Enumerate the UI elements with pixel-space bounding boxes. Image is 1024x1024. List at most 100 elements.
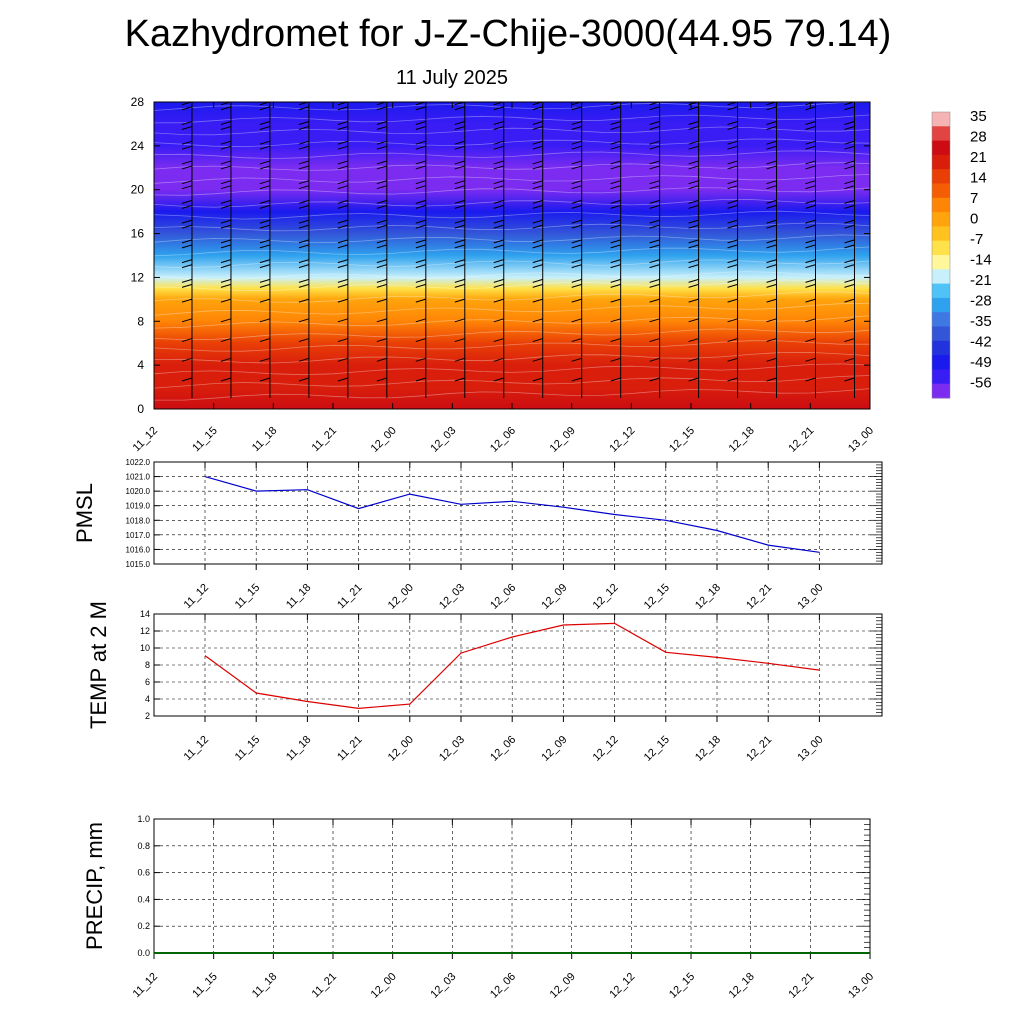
wind-barb-flag: [844, 180, 855, 185]
x-tick-label: 12_00: [386, 734, 416, 764]
x-tick-label: 11_18: [250, 971, 280, 1001]
x-tick-label: 12_21: [744, 734, 774, 764]
wind-barb-flag: [766, 338, 777, 343]
wind-barb-flag: [844, 82, 854, 85]
colorbar-cell: [932, 326, 950, 342]
wind-barb-flag: [415, 204, 426, 209]
wind-barb-flag: [181, 259, 193, 264]
wind-barb-flag: [571, 239, 582, 244]
wind-barb-flag: [298, 106, 310, 111]
isotherm-line: [154, 328, 870, 341]
wind-barb-flag: [454, 357, 465, 362]
wind-barb-flag: [454, 204, 465, 209]
isotherm-line: [154, 187, 870, 196]
wind-barb-flag: [259, 120, 271, 125]
wind-barb-flag: [805, 278, 816, 283]
wind-barb-flag: [337, 125, 349, 130]
wind-barb-flag: [532, 204, 543, 209]
wind-barb-flag: [415, 377, 426, 382]
y-tick-label: 4: [145, 694, 150, 704]
wind-barb-flag: [649, 140, 660, 145]
wind-barb-flag: [571, 199, 582, 204]
wind-barb-flag: [220, 338, 232, 343]
wind-barb-flag: [532, 106, 543, 111]
wind-barb-flag: [844, 219, 855, 224]
wind-barb-flag: [181, 298, 193, 303]
wind-barb-flag: [610, 278, 621, 283]
colorbar-cell: [932, 283, 950, 299]
wind-barb-flag: [376, 219, 387, 224]
wind-barb-flag: [260, 82, 270, 85]
wind-barb-flag: [649, 185, 660, 190]
wind-barb-flag: [220, 145, 232, 150]
wind-barb-flag: [376, 106, 387, 111]
wind-barb-flag: [337, 145, 349, 150]
x-tick-label: 12_18: [693, 582, 723, 612]
wind-barb-flag: [571, 106, 582, 111]
wind-barb-flag: [220, 377, 232, 382]
x-tick-label: 12_03: [428, 425, 458, 455]
wind-barb-flag: [493, 125, 504, 130]
isotherm-line: [154, 150, 870, 160]
wind-barb-flag: [259, 165, 271, 170]
wind-barb-flag: [493, 377, 504, 382]
wind-barb-flag: [415, 244, 426, 249]
wind-barb-flag: [571, 298, 582, 303]
wind-barb-flag: [338, 87, 348, 90]
y-tick-label: 4: [137, 358, 144, 372]
wind-barb-flag: [688, 318, 699, 323]
wind-barb-flag: [376, 264, 387, 269]
wind-barb-flag: [337, 165, 349, 170]
wind-barb-flag: [610, 239, 621, 244]
wind-barb-flag: [650, 87, 660, 90]
wind-barb-flag: [376, 239, 387, 244]
wind-barb-flag: [337, 244, 349, 249]
x-tick-label: 11_18: [250, 425, 280, 455]
wind-barb-flag: [649, 244, 660, 249]
wind-barb-flag: [805, 204, 816, 209]
x-tick-label: 11_18: [284, 734, 314, 764]
series-line: [204, 622, 820, 710]
x-tick-label: 12_09: [539, 582, 569, 612]
wind-barb-flag: [376, 185, 387, 190]
chart-title: Kazhydromet for J-Z-Chije-3000(44.95 79.…: [125, 13, 892, 55]
wind-barb-flag: [649, 199, 660, 204]
x-tick-label: 12_06: [488, 971, 518, 1001]
wind-barb-flag: [259, 338, 271, 343]
wind-barb-flag: [727, 298, 738, 303]
wind-barb-flag: [532, 264, 543, 269]
y-tick-label: 28: [131, 95, 145, 109]
x-tick-label: 11_12: [182, 582, 212, 612]
temperature-field: [154, 102, 870, 409]
wind-barb-flag: [571, 377, 582, 382]
isotherm-line: [154, 162, 870, 171]
y-tick-label: 24: [131, 139, 145, 153]
y-tick-label: 1015.0: [126, 560, 151, 569]
wind-barb-flag: [493, 283, 504, 288]
wind-barb-flag: [493, 259, 504, 264]
wind-barb-flag: [337, 180, 349, 185]
wind-barb-flag: [415, 199, 426, 204]
wind-barb-flag: [532, 160, 543, 165]
wind-barb-flag: [844, 239, 855, 244]
wind-barb-flag: [259, 239, 271, 244]
wind-barb-flag: [259, 160, 271, 165]
wind-barb-flag: [493, 120, 504, 125]
x-tick-label: 12_00: [369, 971, 399, 1001]
wind-barb-flag: [376, 125, 387, 130]
wind-barb-flag: [298, 298, 310, 303]
wind-barb-flag: [649, 160, 660, 165]
y-tick-label: 0: [137, 402, 144, 416]
wind-barb-flag: [376, 278, 387, 283]
wind-barb-flag: [337, 185, 349, 190]
wind-barb-flag: [844, 283, 855, 288]
wind-barb-flag: [337, 160, 349, 165]
wind-barb-flag: [338, 82, 348, 85]
x-tick-label: 12_03: [428, 971, 458, 1001]
wind-barb-flag: [688, 106, 699, 111]
wind-barb-flag: [806, 82, 816, 85]
chart-subtitle: 11 July 2025: [396, 67, 508, 89]
wind-barb-flag: [571, 338, 582, 343]
wind-barb-flag: [727, 145, 738, 150]
wind-barb-flag: [610, 318, 621, 323]
